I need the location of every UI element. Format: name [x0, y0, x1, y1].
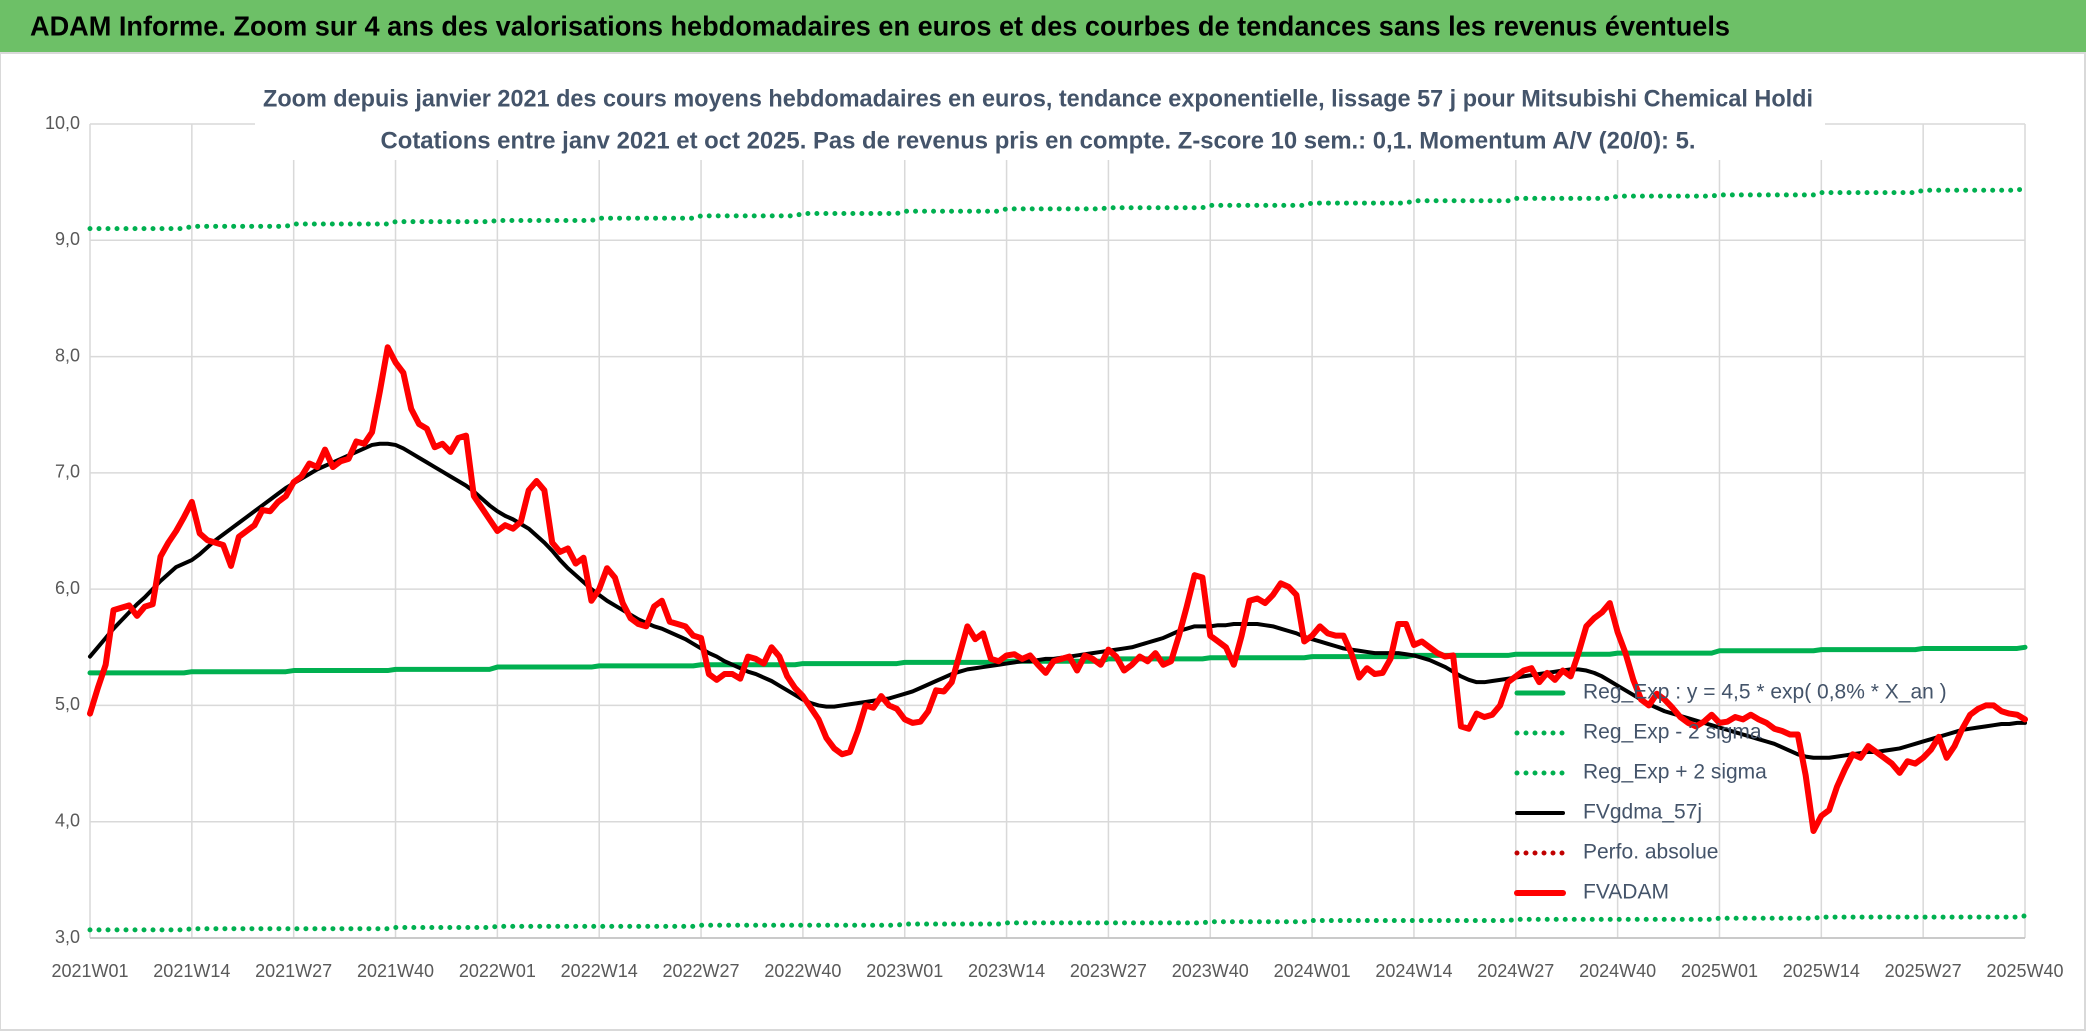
- x-tick-label: 2021W14: [153, 961, 230, 981]
- y-tick-label: 4,0: [55, 810, 80, 830]
- x-tick-label: 2022W40: [764, 961, 841, 981]
- y-tick-label: 8,0: [55, 345, 80, 365]
- legend-label: FVgdma_57j: [1583, 801, 1702, 824]
- x-tick-label: 2023W27: [1070, 961, 1147, 981]
- legend-label: FVADAM: [1583, 881, 1669, 904]
- x-tick-label: 2022W27: [663, 961, 740, 981]
- legend-label: Perfo. absolue: [1583, 841, 1718, 864]
- x-tick-label: 2023W14: [968, 961, 1045, 981]
- x-tick-label: 2024W27: [1477, 961, 1554, 981]
- series-line: [87, 344, 2028, 835]
- x-tick-label: 2021W27: [255, 961, 332, 981]
- y-tick-label: 7,0: [55, 462, 80, 482]
- x-tick-label: 2022W14: [561, 961, 638, 981]
- y-tick-label: 3,0: [55, 927, 80, 947]
- chart-title: Zoom depuis janvier 2021 des cours moyen…: [263, 85, 1813, 112]
- x-tick-label: 2025W01: [1681, 961, 1758, 981]
- x-tick-label: 2021W40: [357, 961, 434, 981]
- x-tick-label: 2024W14: [1375, 961, 1452, 981]
- y-tick-label: 10,0: [45, 113, 80, 133]
- series-line: [87, 185, 2028, 232]
- x-tick-label: 2025W14: [1783, 961, 1860, 981]
- legend: Reg_Exp : y = 4,5 * exp( 0,8% * X_an ) Re…: [1514, 681, 1947, 904]
- chart-subtitle: Cotations entre janv 2021 et oct 2025. P…: [381, 127, 1696, 154]
- title-backdrop: [255, 80, 1825, 160]
- chart-frame: [0, 52, 2086, 1031]
- x-tick-label: 2024W40: [1579, 961, 1656, 981]
- x-tick-label: 2022W01: [459, 961, 536, 981]
- header-band: [0, 0, 2086, 53]
- plot-area: 3,0 4,0 5,0 6,0 7,0 8,0 9,0 10,0 2021W01 2021W14 2…: [45, 113, 2064, 981]
- legend-label: Reg_Exp - 2 sigma: [1583, 721, 1762, 744]
- x-tick-label: 2025W40: [1986, 961, 2063, 981]
- legend-label: Reg_Exp + 2 sigma: [1583, 761, 1767, 784]
- y-tick-label: 5,0: [55, 694, 80, 714]
- x-tick-label: 2024W01: [1274, 961, 1351, 981]
- y-tick-label: 9,0: [55, 229, 80, 249]
- legend-label: Reg_Exp : y = 4,5 * exp( 0,8% * X_an ): [1583, 681, 1947, 704]
- x-tick-label: 2023W40: [1172, 961, 1249, 981]
- x-tick-label: 2025W27: [1885, 961, 1962, 981]
- y-tick-label: 6,0: [55, 578, 80, 598]
- x-tick-label: 2021W01: [51, 961, 128, 981]
- x-tick-label: 2023W01: [866, 961, 943, 981]
- series-line: [87, 913, 2028, 933]
- header-title: ADAM Informe. Zoom sur 4 ans des valoris…: [30, 10, 1730, 41]
